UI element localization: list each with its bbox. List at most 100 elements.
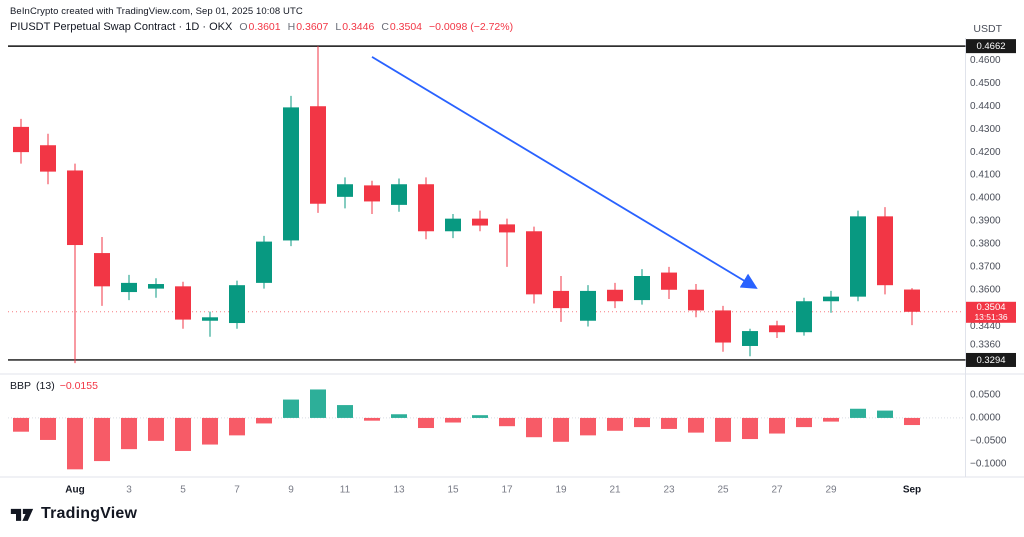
tradingview-logo[interactable]: TradingView [10,502,137,526]
time-axis-day-label[interactable]: 25 [717,485,729,496]
candle-body [553,290,569,309]
resistance-line-price-chip-label: 0.4662 [976,41,1005,52]
candle-body [391,184,407,205]
time-axis-day-label[interactable]: 19 [555,485,567,496]
candle-body [742,331,758,346]
close-label: C [381,21,389,33]
time-axis-day-label[interactable]: 5 [180,485,186,496]
indicator-title[interactable]: BBP [10,380,32,392]
time-axis-day-label[interactable]: 27 [771,485,783,496]
bbp-bar [229,417,245,436]
candle-body [634,276,650,301]
bbp-bar [904,417,920,426]
time-axis-day-label[interactable]: 13 [393,485,405,496]
candle-body [445,218,461,232]
open-label: O [239,21,248,33]
price-change: −0.0098 (−2.72%) [429,21,514,33]
price-tick-label: 0.3440 [970,321,1001,332]
high-label: H [287,21,296,33]
resistance-line-price-chip [966,39,1016,54]
candle-body [229,285,245,324]
time-axis-day-label[interactable]: 17 [501,485,513,496]
bar-countdown-label: 13:51:36 [974,312,1007,322]
candle-body [418,184,434,232]
time-axis-day-label[interactable]: 7 [234,485,240,496]
time-axis-month-label[interactable]: Aug [65,485,84,496]
bbp-tick-label: −0.0500 [970,436,1007,447]
bbp-bar [607,417,623,431]
candle-body [94,253,110,287]
bbp-bar [202,417,218,445]
bbp-bar [418,417,434,429]
price-tick-label: 0.3900 [970,216,1001,227]
candle-body [256,241,272,283]
bbp-bar [688,417,704,433]
bbp-bar [634,417,650,428]
candle-body [121,282,137,293]
candle-body [580,290,596,321]
bbp-bar [391,414,407,418]
candle-body [688,289,704,311]
bbp-bar [148,417,164,441]
price-tick-label: 0.4100 [970,170,1001,181]
candle-body [472,218,488,226]
time-axis-day-label[interactable]: 11 [340,485,351,496]
time-axis-day-label[interactable]: 9 [288,485,294,496]
candle-body [877,216,893,286]
candle-body [499,224,515,233]
time-axis-day-label[interactable]: 23 [663,485,675,496]
candle-body [661,272,677,290]
bbp-bar [553,417,569,442]
candle-body [337,184,353,197]
price-tick-label: 0.3600 [970,284,1001,295]
candle-body [904,289,920,312]
bbp-bar [850,408,866,418]
last-price-chip-label: 0.3504 [976,302,1005,313]
indicator-value: −0.0155 [59,380,98,392]
bbp-bar [877,410,893,418]
candle-body [148,284,164,289]
bbp-bar [445,417,461,423]
candle-body [823,296,839,302]
bbp-bar [796,417,812,428]
indicator-row: BBP (13) −0.0155 [10,380,98,392]
bbp-bar [769,417,785,434]
ohlc-values: O0.3601 H0.3607 L0.3446 C0.3504 [239,21,422,33]
bbp-bar [661,417,677,429]
candle-body [13,126,29,153]
last-price-chip [966,301,1016,323]
symbol-info-row: PIUSDT Perpetual Swap Contract · 1D · OK… [10,21,513,33]
price-tick-label: 0.4500 [970,78,1001,89]
price-tick-label: 0.3800 [970,239,1001,250]
candle-body [364,185,380,202]
symbol-title[interactable]: PIUSDT Perpetual Swap Contract · 1D · OK… [10,21,233,33]
candle-body [310,106,326,204]
support-line-price-chip [966,352,1016,367]
high-value: 0.3607 [296,21,329,33]
candle-body [715,310,731,343]
bbp-bar [715,417,731,442]
time-axis-day-label[interactable]: 15 [447,485,459,496]
open-value: 0.3601 [248,21,281,33]
candle-body [769,325,785,333]
bbp-bar [40,417,56,440]
price-tick-label: 0.4600 [970,55,1001,66]
candle-body [283,107,299,241]
price-tick-label: 0.3700 [970,261,1001,272]
price-tick-label: 0.3360 [970,339,1001,350]
candle-body [202,317,218,321]
time-axis-day-label[interactable]: 29 [825,485,837,496]
time-axis-month-label[interactable]: Sep [903,485,921,496]
support-line-price-chip-label: 0.3294 [976,355,1005,366]
bbp-bar [121,417,137,450]
time-axis-day-label[interactable]: 21 [609,485,621,496]
trend-arrow-annotation[interactable] [371,56,758,289]
low-value: 0.3446 [342,21,375,33]
bbp-bar [742,417,758,440]
bbp-tick-label: 0.0500 [970,390,1001,401]
bbp-bar [823,417,839,422]
bbp-bar [526,417,542,438]
time-axis-day-label[interactable]: 3 [126,485,132,496]
